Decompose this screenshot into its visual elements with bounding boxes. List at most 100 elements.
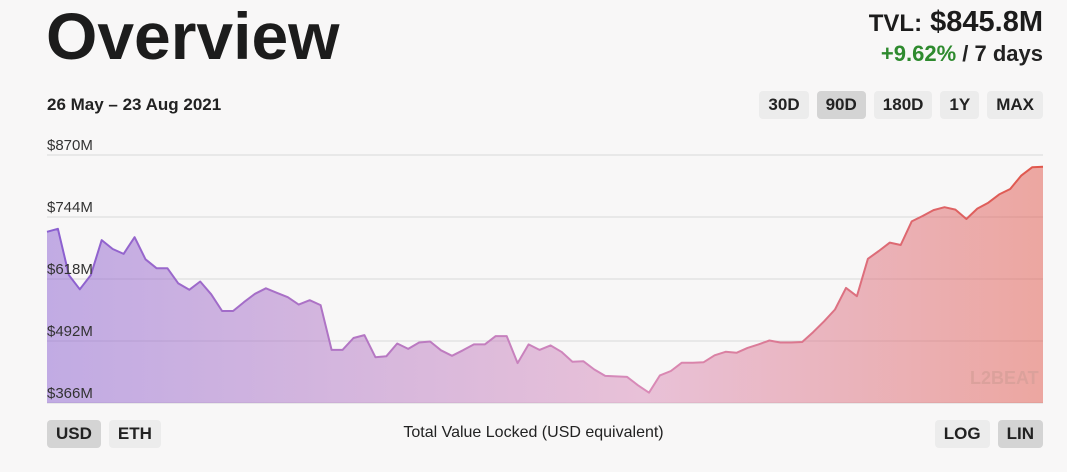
data-point xyxy=(538,349,540,351)
data-point xyxy=(637,384,639,386)
data-point xyxy=(670,370,672,372)
data-point xyxy=(681,362,683,364)
data-point xyxy=(462,349,464,351)
data-point xyxy=(155,267,157,269)
range-button-90d[interactable]: 90D xyxy=(816,91,866,119)
data-point xyxy=(790,341,792,343)
tvl-change-period: / 7 days xyxy=(962,41,1043,66)
data-point xyxy=(407,348,409,350)
data-point xyxy=(735,352,737,354)
data-point xyxy=(823,320,825,322)
range-button-30d[interactable]: 30D xyxy=(759,91,809,119)
data-point xyxy=(757,343,759,345)
data-point xyxy=(976,207,978,209)
data-point xyxy=(57,228,59,230)
data-point xyxy=(845,287,847,289)
data-point xyxy=(429,340,431,342)
data-point xyxy=(341,349,343,351)
data-point xyxy=(122,253,124,255)
data-point xyxy=(965,218,967,220)
data-point xyxy=(921,215,923,217)
data-point xyxy=(166,267,168,269)
tvl-summary: TVL: $845.8M +9.62% / 7 days xyxy=(869,6,1043,67)
tvl-label: TVL: xyxy=(868,10,923,37)
y-axis-labels: $366M $492M $618M $744M $870M xyxy=(47,137,93,402)
series-line xyxy=(46,165,1044,394)
series-area xyxy=(46,165,1044,403)
scale-button-lin[interactable]: LIN xyxy=(997,420,1043,448)
tvl-value-line: TVL: $845.8M xyxy=(869,6,1043,39)
data-point xyxy=(385,355,387,357)
currency-selector: USD ETH xyxy=(47,420,161,448)
data-point xyxy=(363,334,365,336)
data-point xyxy=(724,351,726,353)
data-point xyxy=(659,374,661,376)
data-point xyxy=(484,343,486,345)
currency-button-usd[interactable]: USD xyxy=(47,420,101,448)
data-point xyxy=(265,287,267,289)
chart-caption: Total Value Locked (USD equivalent) xyxy=(403,424,664,441)
y-tick-label: $618M xyxy=(47,261,93,278)
data-point xyxy=(768,339,770,341)
data-point xyxy=(571,361,573,363)
data-point xyxy=(440,349,442,351)
data-point xyxy=(221,310,223,312)
data-point xyxy=(560,351,562,353)
data-point xyxy=(133,236,135,238)
data-point xyxy=(506,335,508,337)
range-button-1y[interactable]: 1Y xyxy=(940,91,980,119)
data-point xyxy=(254,293,256,295)
series-fill xyxy=(47,166,1043,403)
data-point xyxy=(692,362,694,364)
data-point xyxy=(889,241,891,243)
y-tick-label: $366M xyxy=(47,385,93,402)
data-point xyxy=(495,335,497,337)
data-point xyxy=(516,362,518,364)
data-point xyxy=(703,361,705,363)
data-point xyxy=(834,308,836,310)
data-point xyxy=(101,239,103,241)
data-point xyxy=(954,208,956,210)
data-point xyxy=(79,288,81,290)
data-point xyxy=(549,344,551,346)
data-point xyxy=(1009,188,1011,190)
scale-button-log[interactable]: LOG xyxy=(934,420,990,448)
data-point xyxy=(867,258,869,260)
range-button-max[interactable]: MAX xyxy=(987,91,1043,119)
data-point xyxy=(998,193,1000,195)
data-point xyxy=(943,206,945,208)
data-point xyxy=(779,341,781,343)
data-point xyxy=(199,280,201,282)
data-point xyxy=(177,282,179,284)
page-title: Overview xyxy=(46,0,340,73)
data-point xyxy=(626,376,628,378)
data-point xyxy=(309,299,311,301)
data-point xyxy=(418,341,420,343)
data-point xyxy=(713,354,715,356)
date-range: 26 May – 23 Aug 2021 xyxy=(47,95,222,114)
data-point xyxy=(911,220,913,222)
range-selector: 30D 90D 180D 1Y MAX xyxy=(759,91,1043,119)
data-point xyxy=(1042,166,1044,168)
data-point xyxy=(746,347,748,349)
data-point xyxy=(801,341,803,343)
tvl-value: $845.8M xyxy=(930,6,1043,38)
data-point xyxy=(932,209,934,211)
data-point xyxy=(396,342,398,344)
y-tick-label: $744M xyxy=(47,199,93,216)
data-point xyxy=(451,355,453,357)
data-point xyxy=(188,289,190,291)
data-point xyxy=(352,337,354,339)
data-point xyxy=(112,248,114,250)
data-point xyxy=(374,356,376,358)
data-point xyxy=(582,360,584,362)
data-point xyxy=(473,343,475,345)
data-point xyxy=(615,375,617,377)
currency-button-eth[interactable]: ETH xyxy=(108,420,161,448)
data-point xyxy=(319,304,321,306)
data-point xyxy=(1031,166,1033,168)
watermark-logo: L2BEAT xyxy=(970,368,1039,388)
data-point xyxy=(812,331,814,333)
range-button-180d[interactable]: 180D xyxy=(873,91,933,119)
data-point xyxy=(648,392,650,394)
